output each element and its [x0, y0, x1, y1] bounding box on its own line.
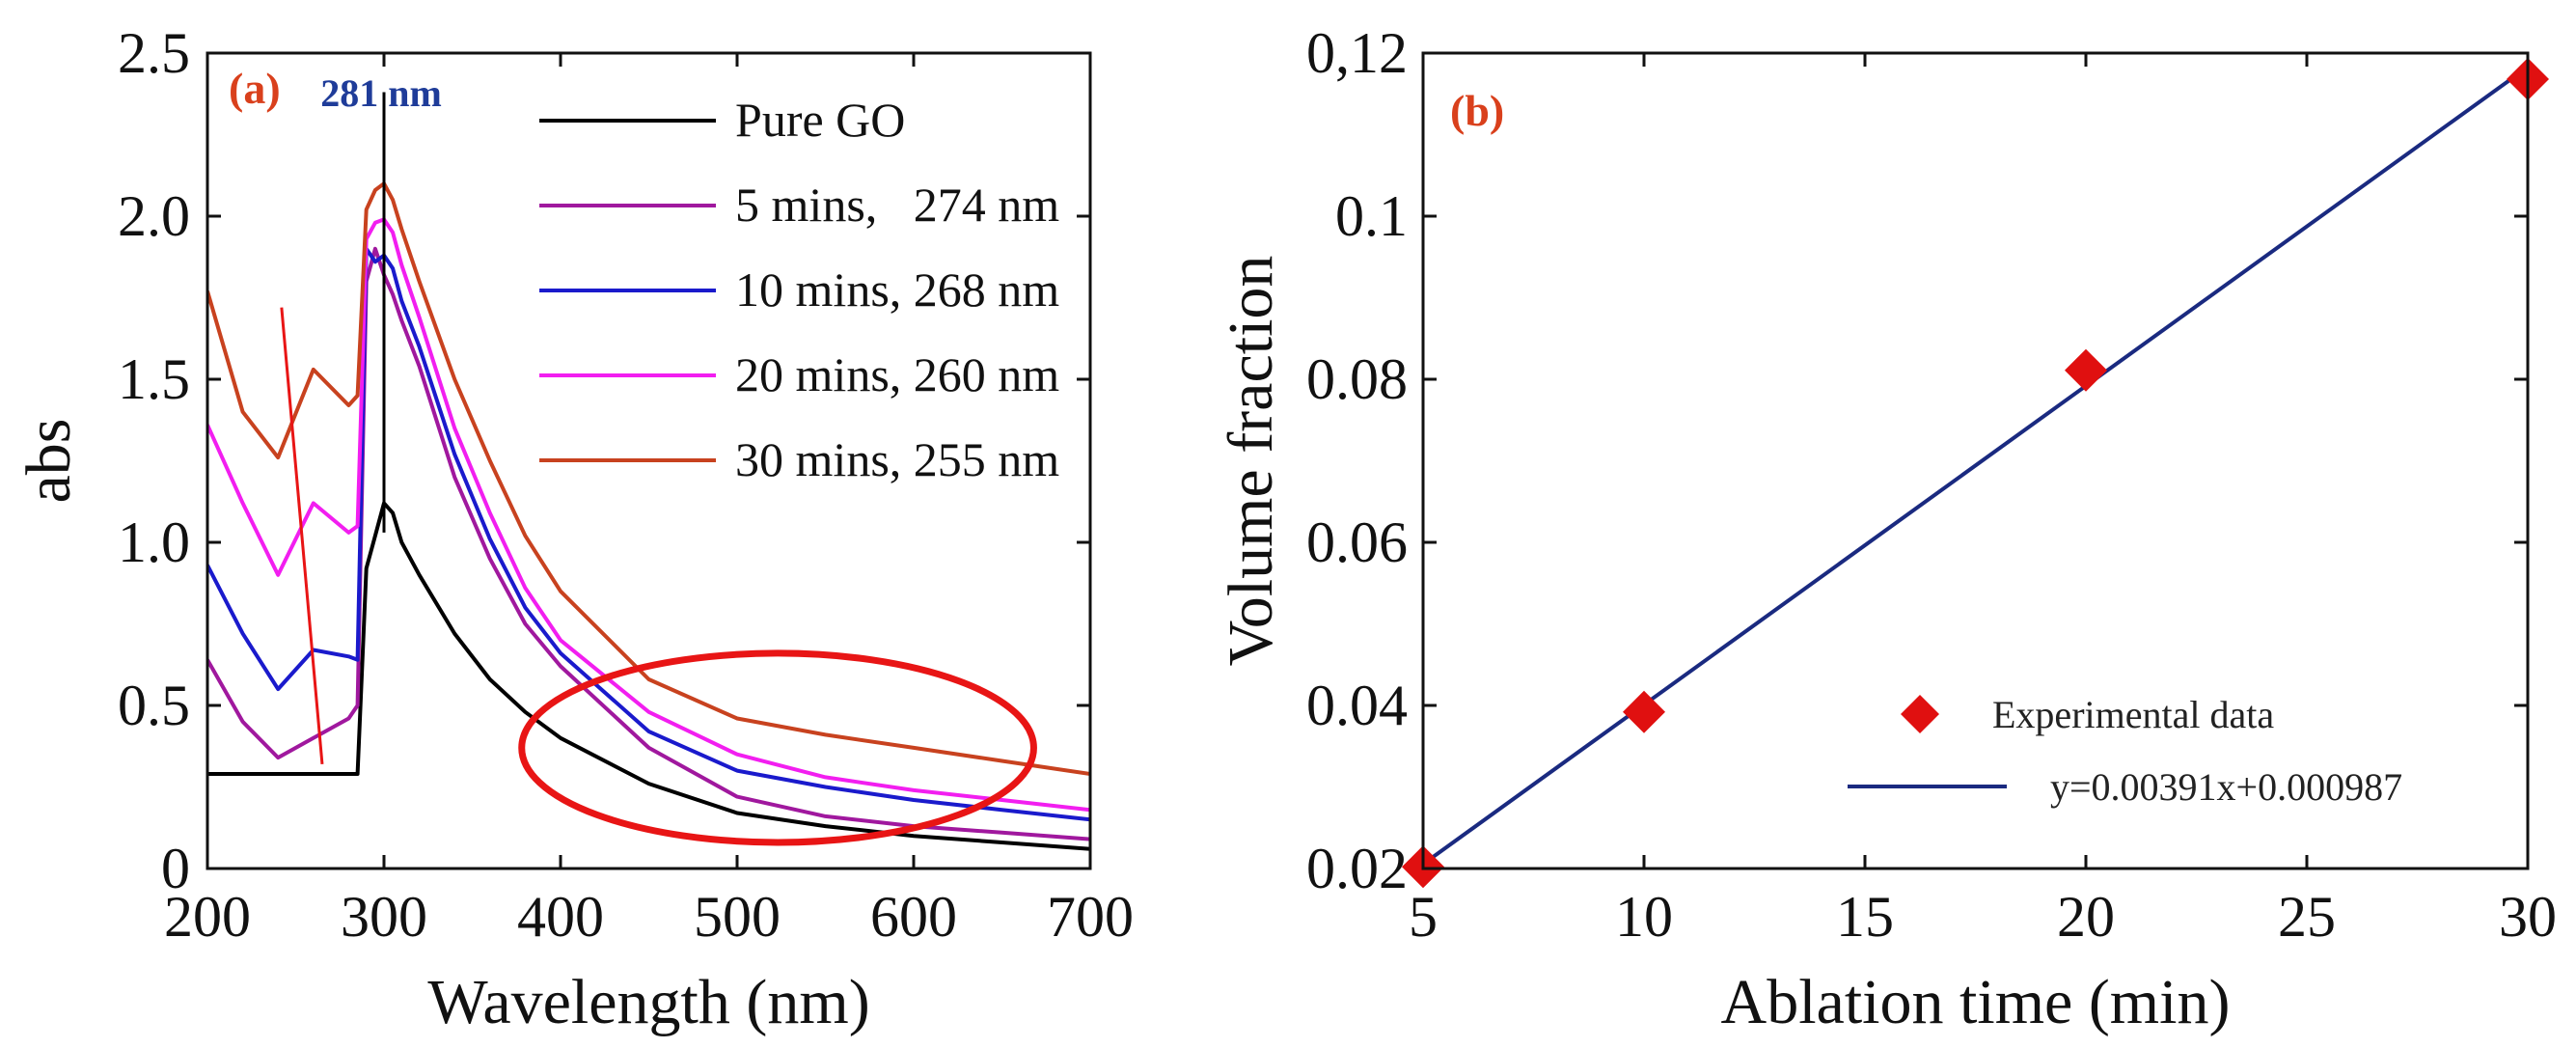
panel-b-plot-frame [1421, 51, 2530, 870]
y-tick-label: 2.5 [118, 21, 190, 85]
x-tick-label: 25 [2278, 885, 2336, 949]
panel-a-absorbance-chart: 200 300 400 500 600 700 0 0.5 1.0 1.5 2.0 2.5 (a) 2… [14, 21, 1134, 1037]
y-tick-label: 1.5 [118, 347, 190, 411]
panel-a-legend: Pure GO 5 mins, 274 nm 10 mins, 268 nm 20 m… [539, 93, 1059, 486]
x-tick-label: 15 [1836, 885, 1894, 949]
series-line-2 [207, 246, 1090, 841]
y-tick-label: 0.02 [1306, 837, 1408, 900]
x-tick-label: 20 [2057, 885, 2115, 949]
legend-label: Experimental data [1992, 693, 2274, 736]
x-tick-label: 200 [164, 885, 251, 949]
panel-a-x-axis-label: Wavelength (nm) [427, 967, 869, 1037]
x-tick-label: 600 [870, 885, 957, 949]
panel-b-x-axis-label: Ablation time (min) [1721, 967, 2231, 1037]
x-tick-label: 5 [1409, 885, 1438, 949]
legend-label: Pure GO [735, 93, 905, 147]
legend-label: 30 mins, 255 nm [735, 432, 1059, 486]
series-line-1 [207, 501, 1090, 851]
x-tick-label: 400 [517, 885, 604, 949]
panel-a-series-lines [207, 181, 1090, 851]
x-tick-label: 700 [1047, 885, 1134, 949]
y-tick-label: 0,12 [1306, 21, 1408, 85]
y-tick-label: 0.06 [1306, 510, 1408, 574]
fit-line [1421, 65, 2530, 867]
peak-shift-guide-line [280, 307, 324, 764]
panel-a-label: (a) [229, 64, 281, 113]
y-tick-label: 0 [161, 837, 190, 900]
panel-b-label: (b) [1450, 86, 1504, 135]
x-tick-label: 500 [694, 885, 781, 949]
panel-b-fit-line [1421, 65, 2530, 867]
panel-b-data-points [1402, 58, 2549, 889]
legend-label: 5 mins, 274 nm [735, 178, 1059, 232]
panel-b-volume-fraction-chart: 5 10 15 20 25 30 0.02 0.04 0.06 0.08 0.1 0,12 (b) A… [1216, 21, 2557, 1037]
y-tick-label: 2.0 [118, 184, 190, 248]
highlight-ellipse [518, 649, 1037, 846]
legend-diamond-marker [1901, 695, 1939, 733]
x-tick-label: 30 [2499, 885, 2557, 949]
panel-b-y-axis-label: Volume fraction [1216, 256, 1286, 667]
y-tick-label: 0.08 [1306, 347, 1408, 411]
y-tick-label: 0.04 [1306, 674, 1408, 737]
legend-label: 10 mins, 268 nm [735, 262, 1059, 317]
y-tick-label: 0.5 [118, 674, 190, 737]
data-point-diamond [2065, 348, 2107, 392]
panel-a-y-axis-label: abs [14, 419, 84, 504]
y-tick-label: 0.1 [1335, 184, 1408, 248]
panel-a-annotations [280, 92, 1037, 846]
x-tick-label: 10 [1615, 885, 1673, 949]
y-tick-label: 1.0 [118, 510, 190, 574]
series-line-5 [207, 181, 1090, 776]
x-tick-label: 300 [341, 885, 427, 949]
legend-label: 20 mins, 260 nm [735, 347, 1059, 401]
series-line-3 [207, 246, 1090, 822]
panel-b-ticks: 5 10 15 20 25 30 0.02 0.04 0.06 0.08 0.1 0,12 [1306, 21, 2557, 949]
series-line-4 [207, 217, 1090, 813]
peak-annotation-label: 281 nm [320, 71, 442, 115]
panel-a-plot-frame [206, 51, 1092, 870]
panel-b-legend: Experimental data y=0.00391x+0.000987 [1848, 693, 2402, 809]
legend-label: y=0.00391x+0.000987 [2050, 765, 2402, 809]
panel-a-ticks: 200 300 400 500 600 700 0 0.5 1.0 1.5 2.0 2.5 [118, 21, 1134, 949]
data-point-diamond [1623, 690, 1665, 733]
